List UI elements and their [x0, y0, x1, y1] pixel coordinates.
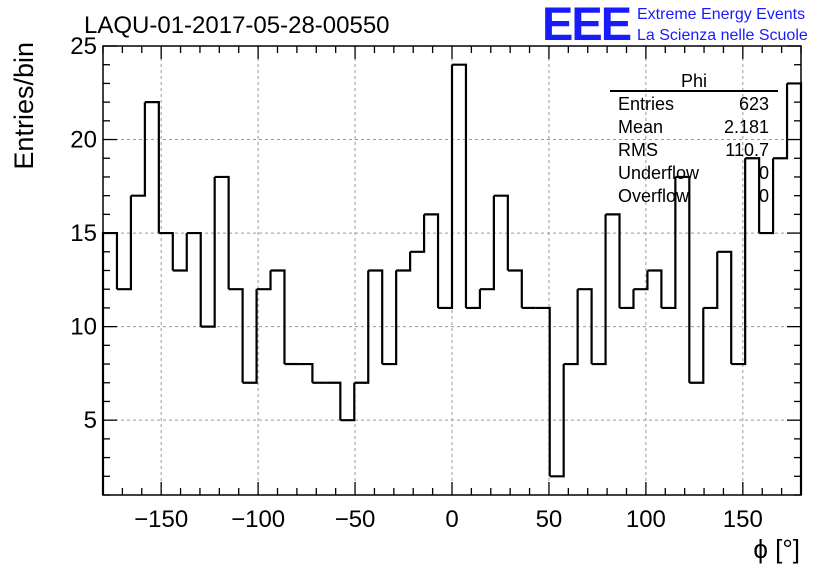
histogram-bin [172, 233, 188, 272]
histogram-bin [577, 288, 593, 365]
histogram-bin [591, 214, 607, 366]
stats-label-underflow: Underflow [618, 163, 700, 183]
x-axis-title: ϕ [°] [753, 534, 800, 564]
histogram-bin [507, 269, 523, 308]
histogram-bin [605, 213, 621, 308]
x-tick-label: 50 [536, 506, 563, 533]
x-tick-label: −100 [231, 506, 285, 533]
chart-title: LAQU-01-2017-05-28-00550 [84, 12, 390, 39]
histogram-bin [228, 288, 244, 383]
histogram-bin [270, 269, 286, 365]
histogram-bin [479, 195, 495, 291]
y-tick-label: 25 [70, 33, 97, 60]
histogram-bin [633, 270, 649, 291]
org-name-line1: Extreme Energy Events [637, 6, 805, 23]
y-tick-label: 10 [70, 314, 97, 341]
stats-value-mean: 2.181 [724, 117, 769, 137]
stats-title: Phi [681, 71, 707, 91]
histogram-bin [731, 158, 747, 366]
stats-value-rms: 110.7 [725, 140, 769, 160]
stats-label-entries: Entries [618, 94, 674, 114]
histogram-bin [326, 381, 342, 421]
histogram-bin [242, 289, 258, 384]
histogram-bin [549, 364, 565, 478]
histogram-bin [424, 213, 440, 308]
histogram-bin [396, 251, 412, 272]
histogram-bin [452, 63, 468, 308]
histogram-bin [410, 214, 426, 253]
axes-frame: −150 −100 −50 0 50 100 150 5 10 15 20 25 [70, 33, 802, 533]
histogram-bin [116, 195, 133, 291]
stats-label-mean: Mean [618, 117, 663, 137]
histogram-bin [158, 231, 174, 271]
y-tick-label: 5 [84, 407, 97, 434]
stats-value-overflow: 0 [759, 186, 769, 206]
stats-label-overflow: Overflow [618, 186, 690, 206]
histogram-bin [689, 307, 705, 384]
stats-label-rms: RMS [618, 140, 658, 160]
histogram-bin [382, 270, 398, 366]
x-tick-label: 100 [626, 506, 666, 533]
histogram-bin [144, 101, 160, 234]
histogram-bin [200, 176, 216, 328]
eee-logo: EEE [542, 0, 631, 50]
histogram-bin [493, 194, 509, 271]
histogram-bin [647, 269, 663, 308]
histogram-bin [298, 362, 314, 383]
histogram-bin [745, 157, 761, 234]
histogram-bin [465, 289, 482, 310]
histogram-bin [368, 269, 384, 365]
histogram-bin [717, 250, 733, 365]
y-tick-label: 15 [70, 220, 97, 247]
histogram-bin [661, 176, 677, 310]
histogram-bin [675, 175, 691, 383]
histogram-bin [535, 306, 551, 477]
x-tick-label: −150 [134, 506, 188, 533]
histogram-bin [130, 102, 146, 197]
histogram-bin [256, 270, 272, 291]
stats-box: Phi Entries 623 Mean 2.181 RMS 110.7 Und… [610, 71, 778, 206]
histogram-bin [214, 175, 230, 290]
histogram-bin [340, 382, 356, 422]
histogram-bin [703, 251, 719, 310]
histogram-bin [759, 158, 775, 235]
histogram-bin [438, 64, 454, 310]
org-name-line2: La Scienza nelle Scuole [637, 27, 808, 44]
stats-value-entries: 623 [739, 94, 769, 114]
histogram-bin [619, 289, 635, 310]
histogram-bin [186, 231, 202, 327]
y-tick-label: 20 [70, 127, 97, 154]
histogram-bin [773, 83, 789, 160]
x-tick-label: 150 [723, 506, 763, 533]
histogram-bin [563, 289, 579, 366]
y-axis-title: Entries/bin [9, 42, 39, 170]
x-tick-label: 0 [445, 506, 458, 533]
x-tick-label: −50 [335, 506, 376, 533]
histogram-bin [354, 270, 370, 384]
stats-value-underflow: 0 [759, 163, 769, 183]
